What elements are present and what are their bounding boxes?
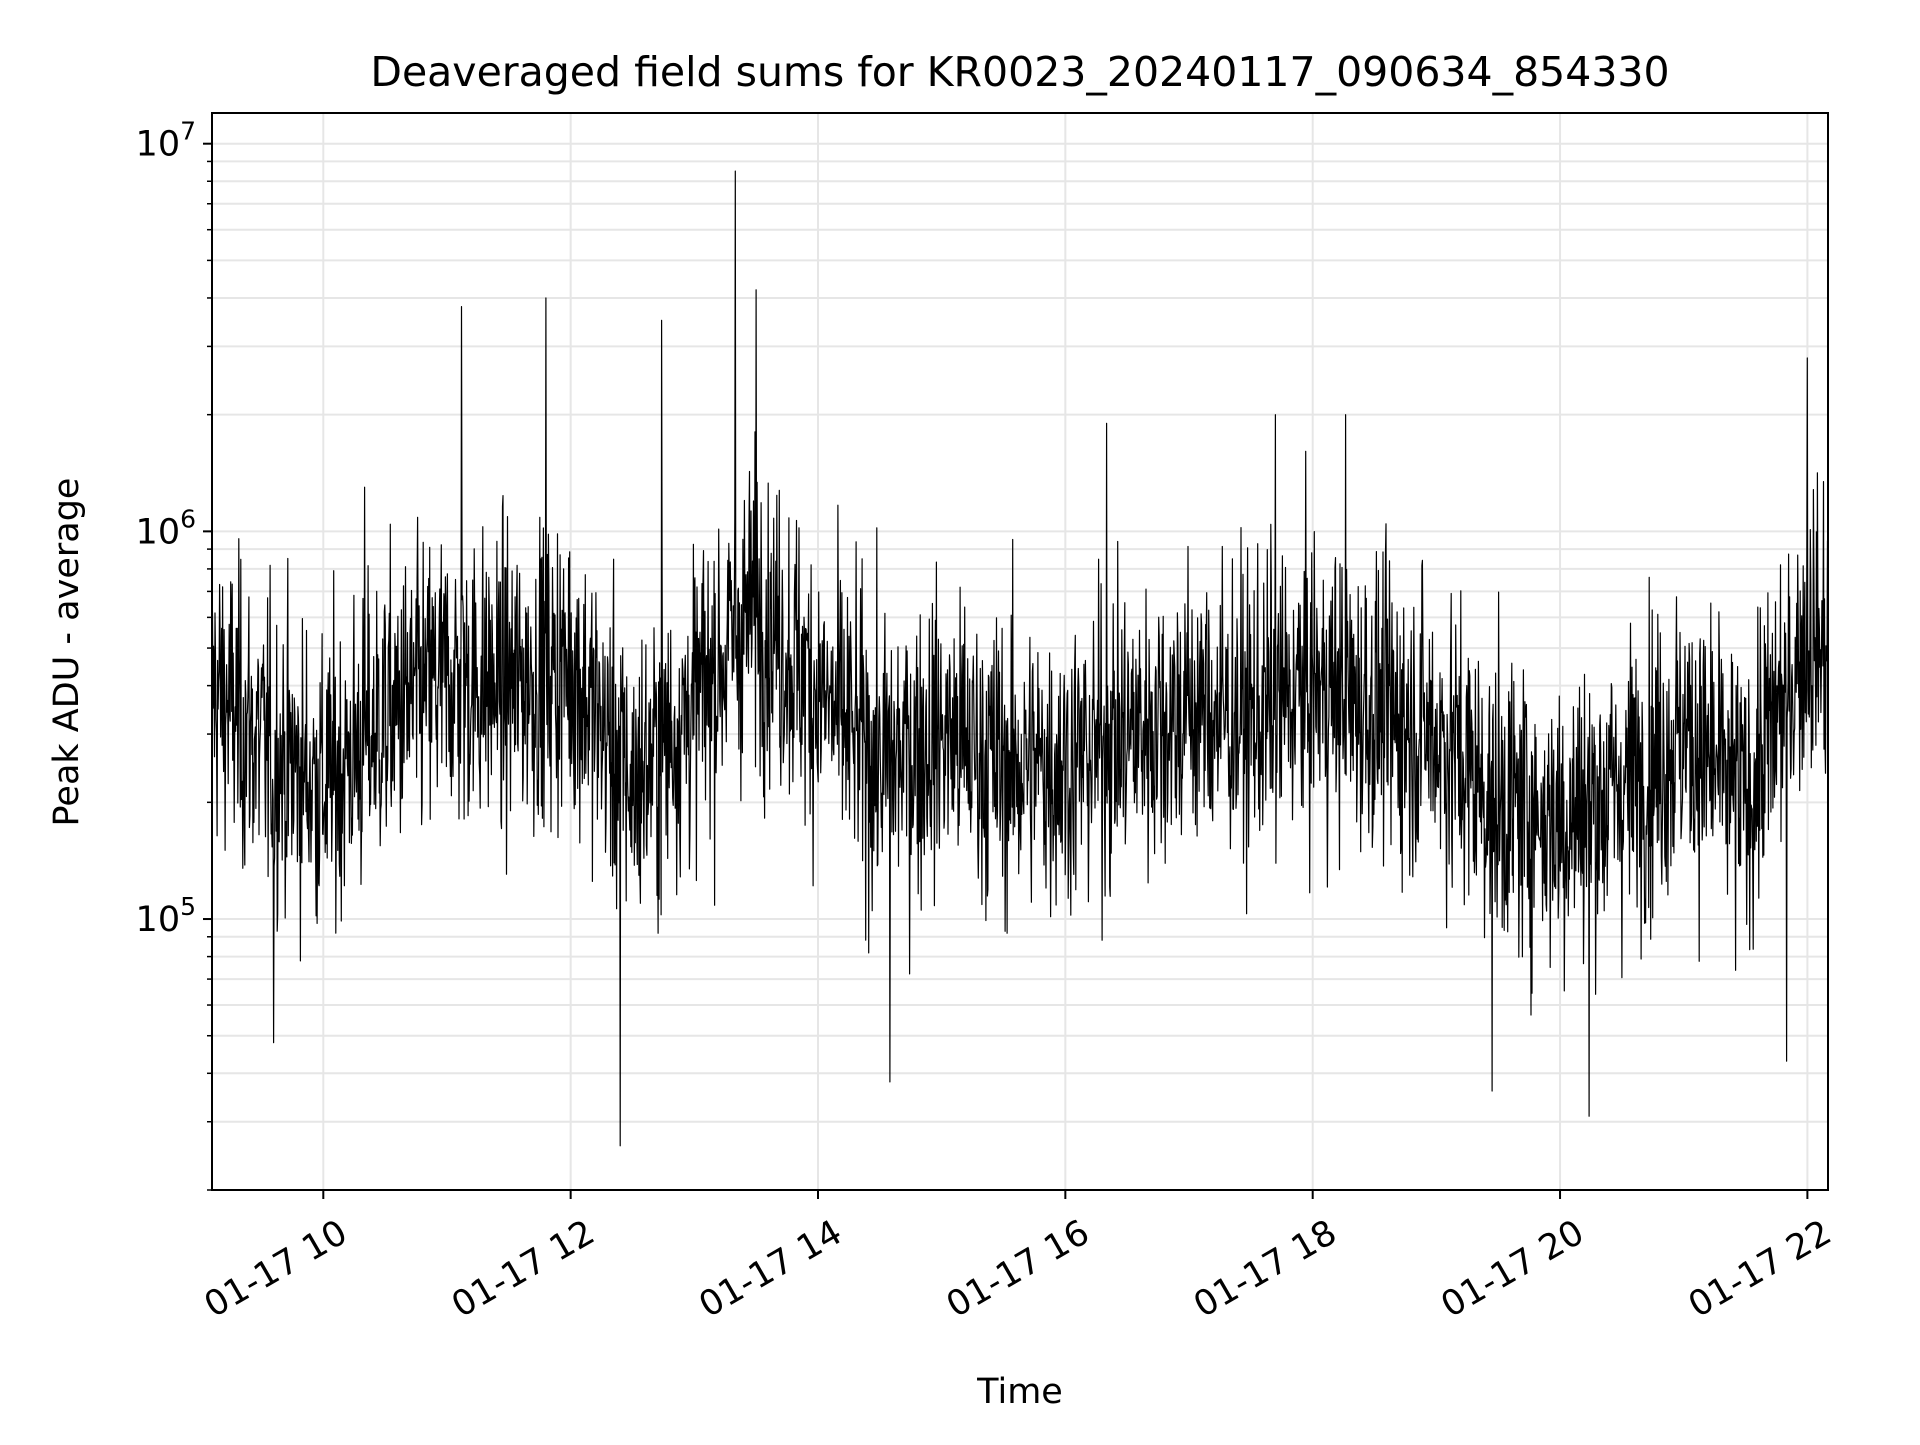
chart-title: Deaveraged field sums for KR0023_2024011… bbox=[370, 48, 1669, 96]
y-tick-label: 107 bbox=[136, 117, 196, 165]
series-line-group bbox=[212, 170, 1828, 1147]
series-line bbox=[212, 170, 1828, 1147]
plot-frame bbox=[211, 112, 1829, 1191]
x-axis-label: Time bbox=[976, 1372, 1063, 1412]
y-axis-label: Peak ADU - average bbox=[47, 478, 87, 827]
y-tick-label: 106 bbox=[136, 504, 196, 552]
y-tick-label: 105 bbox=[136, 892, 196, 940]
